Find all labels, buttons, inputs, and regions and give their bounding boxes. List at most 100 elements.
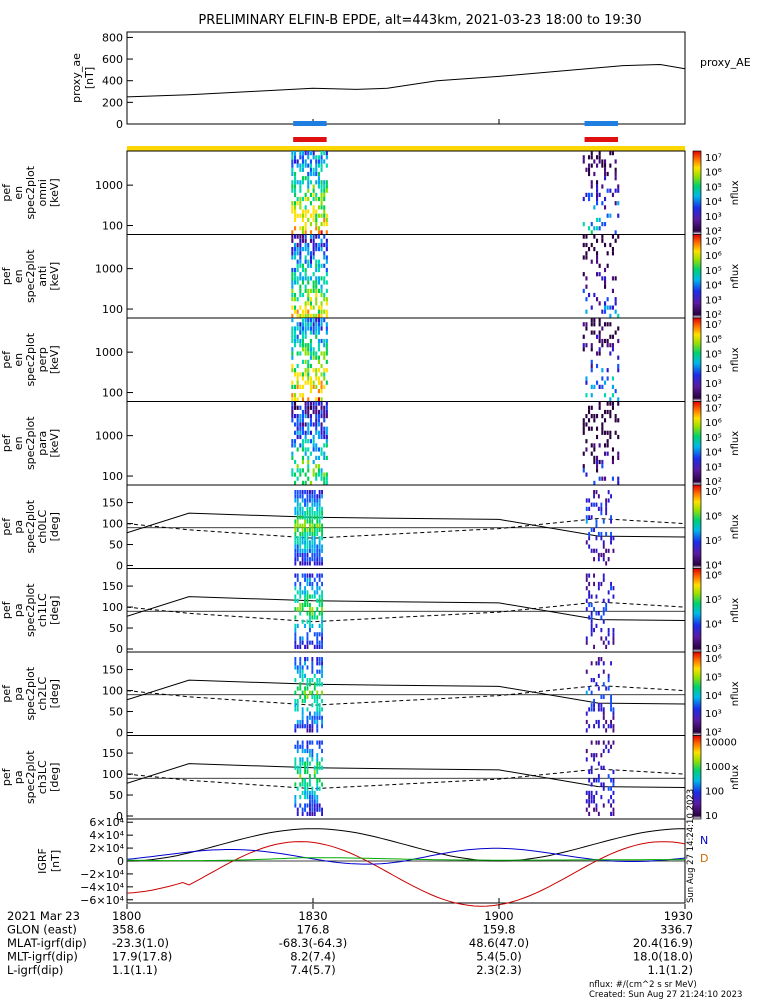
- energy-spectrogram-cell: [291, 451, 294, 456]
- energy-spectrogram-cell: [304, 351, 307, 356]
- energy-spectrogram-cell: [601, 163, 604, 168]
- pitch-spectrogram-cell: [306, 632, 309, 637]
- energy-colorbar-label: nflux: [730, 180, 741, 205]
- energy-spectrogram-cell: [304, 347, 307, 352]
- energy-spectrogram-cell: [301, 334, 304, 339]
- energy-spectrogram-cell: [598, 272, 601, 277]
- energy-spectrogram-cell: [604, 222, 607, 227]
- energy-spectrogram-cell: [611, 192, 614, 197]
- energy-spectrogram-cell: [315, 263, 318, 268]
- pitch-spectrogram-cell: [316, 586, 319, 591]
- pitch-spectrogram-cell: [306, 536, 309, 541]
- energy-spectrogram-cell: [325, 309, 328, 314]
- time-axis-value: 48.6(47.0): [469, 936, 529, 950]
- energy-spectrogram-cell: [304, 163, 307, 168]
- pitch-spectrogram-cell: [612, 799, 615, 804]
- pitch-spectrogram-cell: [294, 506, 297, 511]
- pitch-spectrogram-cell: [294, 803, 297, 808]
- energy-spectrogram-cell: [590, 192, 593, 197]
- energy-ylabel-line: elb: [0, 184, 1, 201]
- energy-spectrogram-cell: [317, 267, 320, 273]
- energy-spectrogram-cell: [291, 443, 294, 448]
- pitch-spectrogram-cell: [311, 757, 314, 762]
- pitch-colorbar-tick: 10⁴: [705, 691, 722, 702]
- pitch-spectrogram-cell: [585, 790, 588, 795]
- pitch-spectrogram-cell: [610, 586, 612, 591]
- pitch-spectrogram-cell: [311, 498, 314, 503]
- energy-spectrogram-cell: [325, 255, 328, 260]
- energy-spectrogram-cell: [307, 347, 310, 352]
- pitch-spectrogram-cell: [588, 686, 591, 691]
- pitch-spectrogram-cell: [306, 686, 309, 691]
- pitch-spectrogram-cell: [595, 611, 598, 616]
- energy-spectrogram-cell: [317, 280, 320, 285]
- pitch-spectrogram-cell: [588, 515, 591, 520]
- energy-spectrogram-cell: [325, 326, 328, 331]
- energy-spectrogram-cell: [307, 401, 310, 406]
- pitch-spectrogram-cell: [304, 590, 306, 595]
- energy-spectrogram-cell: [301, 384, 304, 389]
- energy-spectrogram-cell: [320, 192, 323, 197]
- energy-spectrogram-cell: [309, 251, 312, 256]
- pitch-spectrogram-cell: [316, 669, 319, 674]
- pitch-spectrogram-cell: [593, 494, 595, 499]
- pitch-spectrogram-cell: [294, 707, 297, 712]
- energy-spectrogram-cell: [301, 155, 304, 160]
- pitch-spectrogram-cell: [306, 527, 309, 532]
- pitch-spectrogram-cell: [313, 511, 316, 516]
- pitch-spectrogram-cell: [585, 636, 588, 641]
- energy-spectrogram-cell: [291, 401, 294, 406]
- energy-spectrogram-cell: [307, 163, 310, 168]
- energy-spectrogram-cell: [588, 192, 591, 197]
- energy-spectrogram-cell: [596, 180, 599, 185]
- pitch-spectrogram-cell: [318, 669, 321, 674]
- pitch-spectrogram-cell: [321, 707, 323, 712]
- pitch-spectrogram-cell: [590, 707, 593, 712]
- energy-spectrogram-cell: [323, 234, 326, 239]
- energy-ylabel-line: en: [12, 436, 25, 450]
- pitch-spectrogram-cell: [590, 515, 593, 520]
- pitch-spectrogram-cell: [296, 607, 299, 612]
- energy-spectrogram-cell: [291, 288, 294, 293]
- energy-spectrogram-cell: [604, 451, 607, 456]
- pitch-ylabel-line: pef: [0, 600, 13, 619]
- energy-spectrogram-cell: [294, 297, 297, 302]
- energy-spectrogram-cell: [296, 163, 299, 168]
- energy-colorbar-tick: 10⁷: [705, 320, 722, 331]
- pitch-spectrogram-cell: [313, 594, 316, 599]
- energy-spectrogram-cell: [312, 447, 315, 452]
- energy-spectrogram-cell: [304, 301, 307, 306]
- energy-spectrogram-cell: [323, 384, 326, 389]
- pitch-angle-panel: 050100150elbpefpaspec2plotch3LC[deg]1000…: [0, 735, 741, 823]
- pitch-spectrogram-cell: [595, 536, 598, 541]
- energy-spectrogram-cell: [596, 192, 599, 197]
- energy-spectrogram-cell: [312, 209, 315, 214]
- energy-spectrogram-cell: [299, 305, 302, 310]
- energy-spectrogram-cell: [598, 217, 601, 222]
- energy-spectrogram-cell: [315, 297, 318, 302]
- energy-spectrogram-cell: [299, 326, 302, 331]
- pitch-spectrogram-cell: [585, 728, 588, 733]
- energy-spectrogram-cell: [325, 184, 328, 189]
- energy-spectrogram-cell: [312, 251, 315, 256]
- energy-spectrogram-cell: [296, 418, 299, 423]
- pitch-spectrogram-cell: [593, 678, 595, 683]
- energy-spectrogram-cell: [294, 192, 297, 197]
- energy-spectrogram-cell: [617, 397, 620, 402]
- energy-spectrogram-cell: [299, 351, 302, 356]
- pitch-spectrogram-cell: [309, 577, 311, 582]
- pitch-ylabel-line: pa: [12, 603, 25, 617]
- pitch-spectrogram-cell: [321, 573, 323, 578]
- pitch-spectrogram-cell: [309, 682, 311, 687]
- pitch-spectrogram-cell: [296, 536, 299, 541]
- energy-spectrogram-cell: [296, 464, 299, 469]
- energy-spectrogram-cell: [301, 159, 304, 164]
- pitch-spectrogram-cell: [612, 724, 615, 729]
- pitch-spectrogram-cell: [309, 527, 311, 532]
- energy-spectrogram-cell: [317, 418, 320, 423]
- energy-spectrogram-cell: [312, 326, 315, 331]
- pitch-spectrogram-cell: [597, 661, 600, 666]
- energy-spectrogram-cell: [317, 242, 320, 248]
- pitch-spectrogram-cell: [299, 586, 302, 591]
